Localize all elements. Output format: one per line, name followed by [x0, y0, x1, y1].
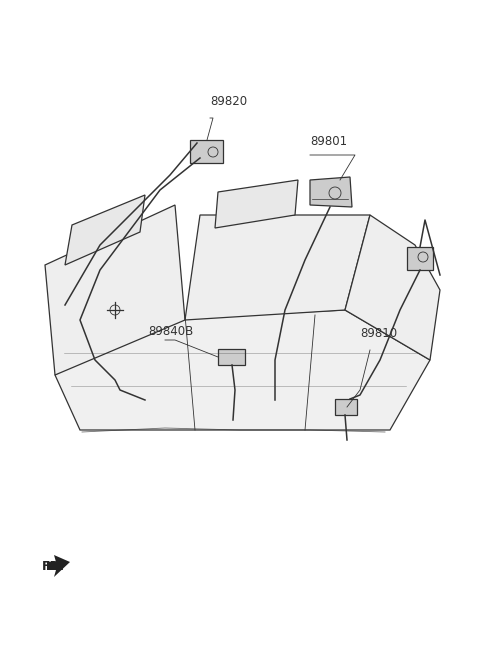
Text: FR.: FR. [42, 560, 65, 573]
Text: 89810: 89810 [360, 327, 397, 340]
Polygon shape [335, 399, 357, 415]
Polygon shape [65, 195, 145, 265]
Text: 89801: 89801 [310, 135, 347, 148]
Polygon shape [407, 247, 433, 270]
Polygon shape [185, 215, 370, 320]
Polygon shape [310, 177, 352, 207]
Polygon shape [345, 215, 440, 360]
Polygon shape [45, 205, 185, 375]
Polygon shape [218, 349, 245, 365]
Polygon shape [215, 180, 298, 228]
Polygon shape [190, 140, 223, 163]
Polygon shape [55, 310, 430, 430]
Text: 89820: 89820 [210, 95, 247, 108]
Text: 89840B: 89840B [148, 325, 193, 338]
Polygon shape [47, 555, 70, 577]
